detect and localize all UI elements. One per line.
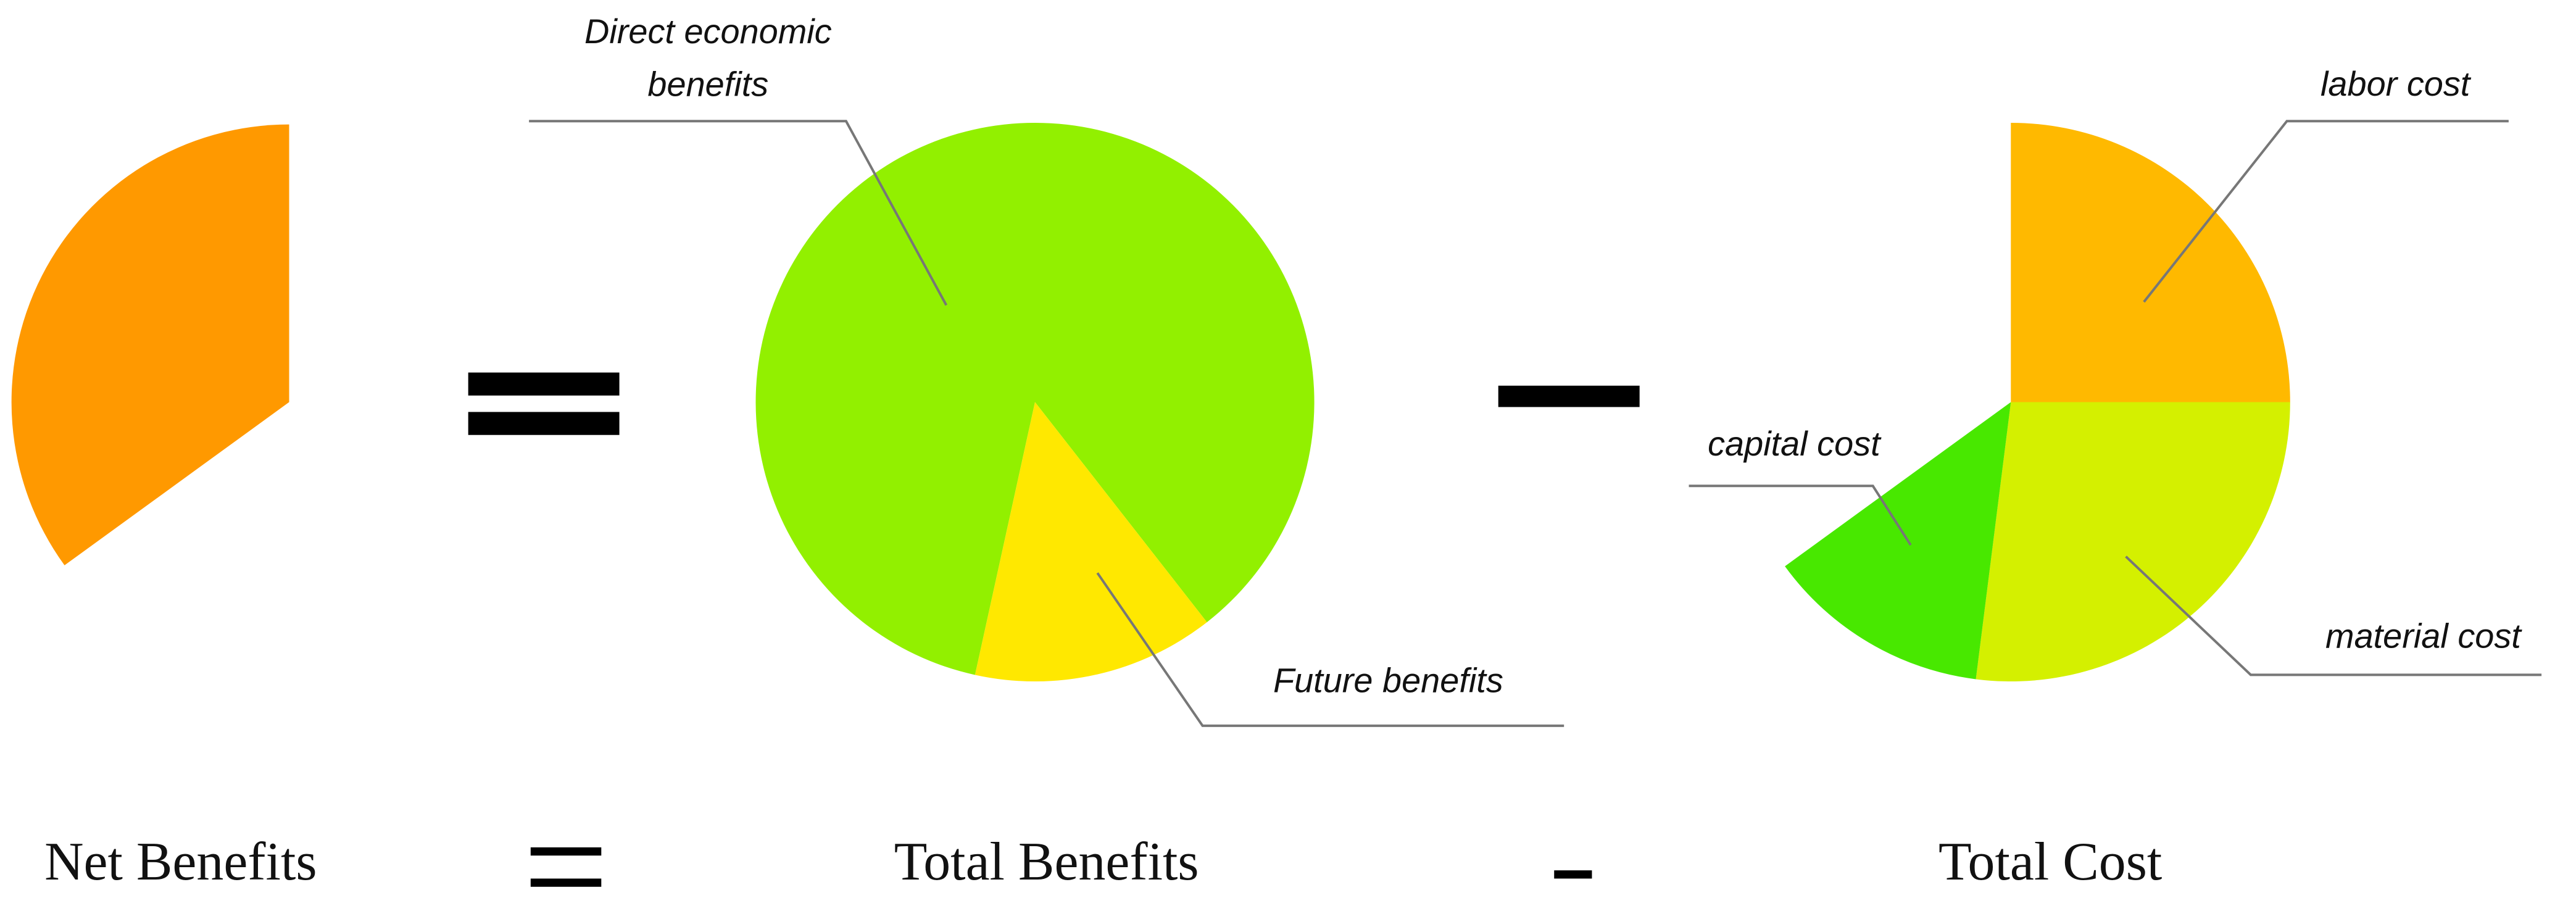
- leader-line: [1689, 485, 1912, 546]
- slice-label: Direct economic benefits: [584, 12, 832, 103]
- pie-slice: [1785, 402, 2011, 680]
- small-equals-top: [530, 847, 602, 856]
- pie-slice: [1976, 402, 2290, 682]
- leader-line: [1096, 572, 1564, 727]
- leader-line: [2143, 120, 2509, 303]
- equals-sign-top: [468, 372, 620, 396]
- leader-line: [2125, 555, 2542, 676]
- slice-label: Future benefits: [1273, 660, 1503, 699]
- pie-title: Total Cost: [1938, 832, 2162, 892]
- pie-slice: [2011, 122, 2290, 402]
- pie-title: Total Benefits: [894, 832, 1199, 892]
- slice-label: labor cost: [2320, 64, 2472, 103]
- pie-title: Net Benefits: [44, 832, 317, 892]
- minus-sign: [1498, 385, 1640, 407]
- pie-slice: [974, 402, 1207, 682]
- leader-line: [529, 120, 948, 306]
- slice-label: capital cost: [1708, 424, 1882, 463]
- pie-slice: [755, 122, 1315, 675]
- small-minus: [1554, 870, 1592, 879]
- equals-sign-bottom: [468, 412, 620, 435]
- slice-label: material cost: [2325, 617, 2522, 655]
- pie-slice: [11, 124, 289, 565]
- small-equals-bottom: [530, 878, 602, 887]
